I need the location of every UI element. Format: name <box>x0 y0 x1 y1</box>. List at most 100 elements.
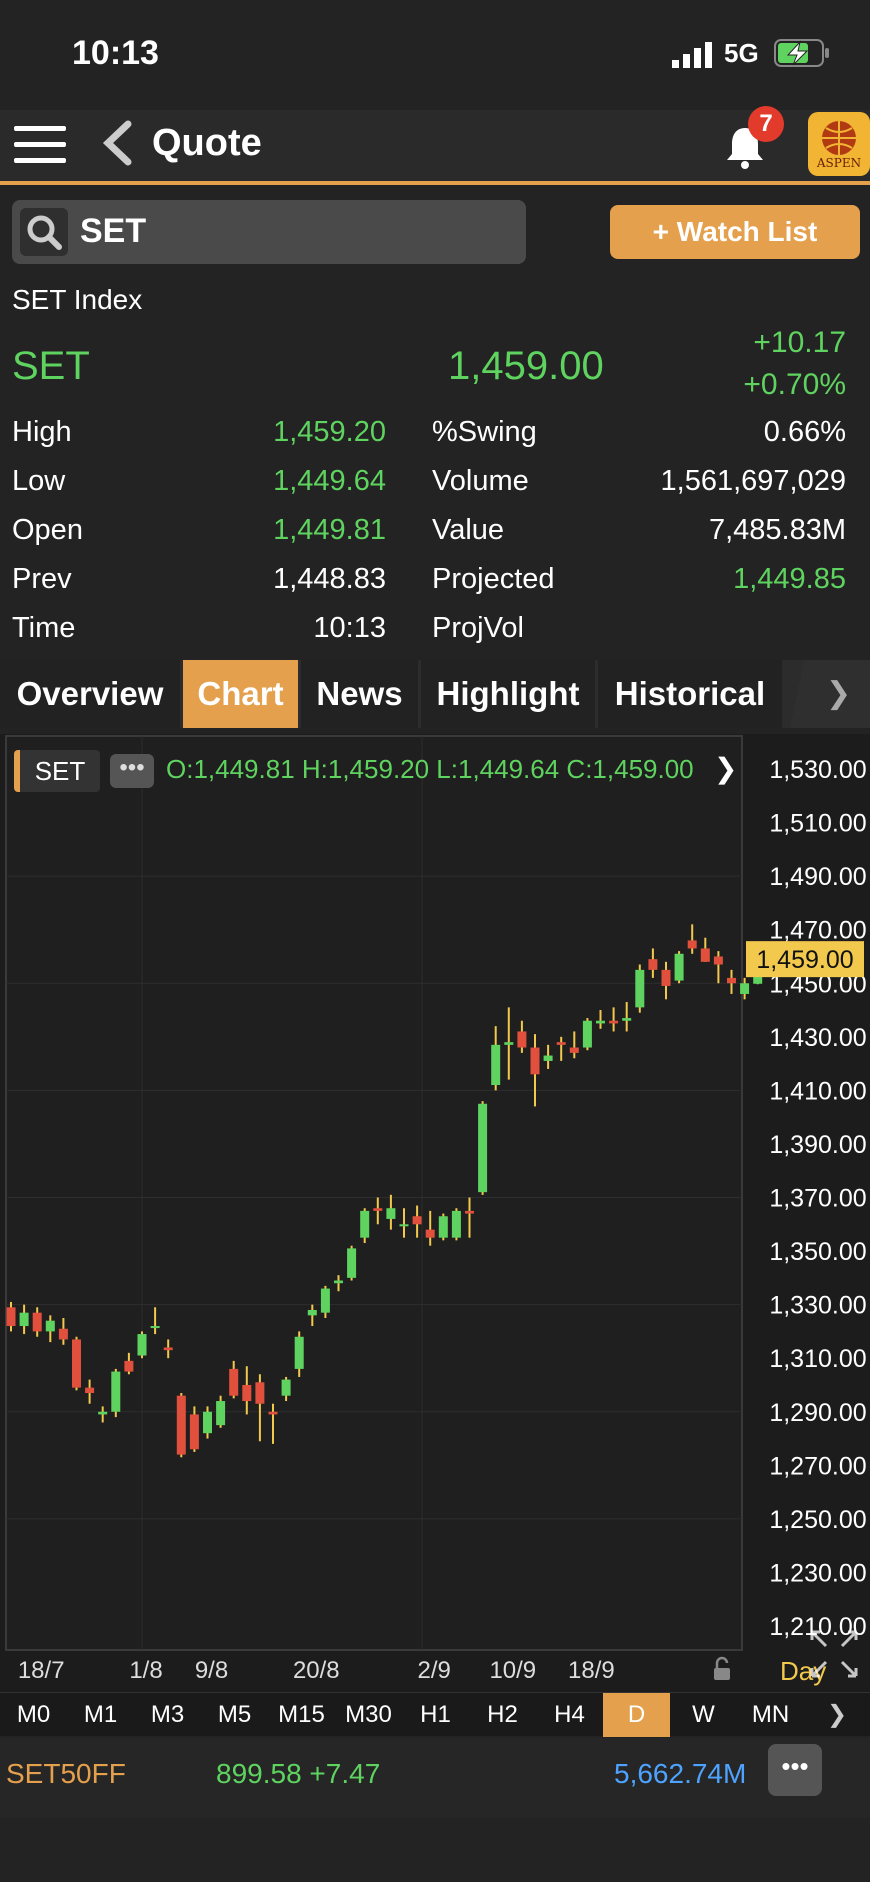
price-chart[interactable]: 1,530.00 1,510.00 1,490.00 1,470.00 1,450.00… <box>0 734 870 1692</box>
ohlc-readout: O:1,449.81 H:1,459.20 L:1,449.64 C:1,459… <box>166 754 694 784</box>
stat-label: Projected <box>432 563 555 595</box>
tabs-scroll-right-button[interactable]: ❯ <box>790 660 870 728</box>
back-chevron-icon[interactable] <box>100 120 136 166</box>
candlestick-chart[interactable]: 1,530.001,510.001,490.001,470.001,450.00… <box>0 734 870 1692</box>
add-watch-list-button[interactable]: + Watch List <box>610 205 860 259</box>
candle-body <box>32 1312 42 1332</box>
candle-body <box>294 1336 304 1369</box>
y-tick-label: 1,430.00 <box>769 1024 866 1052</box>
timeframe-mn[interactable]: MN <box>751 1701 790 1728</box>
candle-body <box>412 1216 422 1225</box>
stat-label: %Swing <box>432 416 537 448</box>
price-change-percent: +0.70% <box>743 368 846 401</box>
stat-label: Low <box>12 465 66 497</box>
y-tick-label: 1,250.00 <box>769 1506 866 1534</box>
tab-chart[interactable]: Chart <box>183 660 298 728</box>
logo-text: ASPEN <box>816 156 862 170</box>
candle-body <box>609 1020 619 1024</box>
tab-highlight[interactable]: Highlight <box>421 660 595 728</box>
candle-body <box>229 1368 239 1396</box>
aspen-logo[interactable]: ASPEN <box>808 112 870 176</box>
tab-news[interactable]: News <box>301 660 418 728</box>
last-price: 1,459.00 <box>448 344 604 388</box>
timeframe-w[interactable]: W <box>692 1701 715 1728</box>
stat-value: 1,449.64 <box>273 465 386 497</box>
timeframe-m5[interactable]: M5 <box>217 1701 252 1728</box>
timeframe-d[interactable]: D <box>603 1693 670 1737</box>
candle-body <box>19 1312 29 1327</box>
timeframe-m3[interactable]: M3 <box>150 1701 185 1728</box>
y-tick-label: 1,270.00 <box>769 1452 866 1480</box>
stat-label: Value <box>432 514 505 546</box>
lock-icon <box>714 1668 730 1680</box>
tab-overview[interactable]: Overview <box>0 660 180 728</box>
y-tick-label: 1,330.00 <box>769 1292 866 1320</box>
stat-value: 1,448.83 <box>273 563 386 595</box>
candle-body <box>438 1216 448 1238</box>
search-icon[interactable] <box>20 208 68 256</box>
symbol-search-field[interactable]: SET <box>12 200 526 264</box>
bottom-ticker[interactable]: SET50FF 899.58 +7.47 5,662.74M ••• <box>0 1738 870 1818</box>
candle-body <box>700 948 710 962</box>
timeframe-scroll-right-icon[interactable]: ❯ <box>826 1701 848 1728</box>
candle-body <box>727 977 736 984</box>
lock-shackle-icon <box>715 1656 729 1668</box>
fullscreen-icon[interactable] <box>810 1630 858 1678</box>
ticker-symbol[interactable]: SET50FF <box>6 1758 126 1789</box>
signal-icon <box>672 42 712 68</box>
last-price-tag <box>746 941 864 978</box>
candle-body <box>713 956 723 965</box>
timeframe-h1[interactable]: H1 <box>420 1701 451 1728</box>
ticker-price: 899.58 +7.47 <box>216 1758 381 1789</box>
ticker-more-button[interactable]: ••• <box>768 1744 822 1796</box>
candle-body <box>478 1103 488 1193</box>
candle-body <box>504 1042 514 1045</box>
candle-body <box>517 1031 527 1048</box>
candle-body <box>425 1229 435 1238</box>
candle-body <box>98 1411 108 1415</box>
page-title: Quote <box>152 122 262 164</box>
chart-symbol-chip[interactable]: SET <box>14 750 100 792</box>
timeframe-m15[interactable]: M15 <box>278 1701 325 1728</box>
period-label: Day <box>780 1656 826 1686</box>
y-tick-label: 1,470.00 <box>769 917 866 945</box>
candle-body <box>58 1328 68 1340</box>
stat-label: Volume <box>432 465 529 497</box>
candle-body <box>386 1208 396 1219</box>
candle-body <box>72 1339 81 1388</box>
x-tick-label: 9/8 <box>195 1657 228 1684</box>
timeframe-h4[interactable]: H4 <box>554 1701 585 1728</box>
ohlc-expand-chevron-icon[interactable]: ❯ <box>714 753 738 784</box>
stat-value: 1,561,697,029 <box>660 465 846 497</box>
candle-body <box>674 953 684 981</box>
candle-body <box>6 1307 16 1327</box>
candle-body <box>661 969 671 986</box>
candle-body <box>163 1347 173 1351</box>
x-tick-label: 2/9 <box>418 1657 451 1684</box>
timeframe-m0[interactable]: M0 <box>16 1701 51 1728</box>
last-price-label: 1,459.00 <box>756 946 853 974</box>
candle-body <box>740 983 750 994</box>
app-header: Quote 7 ASPEN <box>0 106 870 185</box>
candle-body <box>596 1020 605 1024</box>
y-tick-label: 1,370.00 <box>769 1185 866 1213</box>
price-change: +10.17 <box>753 326 846 359</box>
timeframe-m30[interactable]: M30 <box>345 1701 392 1728</box>
chart-more-icon[interactable]: ••• <box>110 754 154 788</box>
candle-body <box>622 1018 632 1021</box>
search-input-value[interactable]: SET <box>80 212 147 250</box>
timeframe-h2[interactable]: H2 <box>487 1701 518 1728</box>
candle-body <box>373 1208 383 1211</box>
tab-historical[interactable]: Historical <box>598 660 782 728</box>
candle-body <box>45 1320 55 1332</box>
candle-body <box>216 1401 226 1426</box>
timeframe-m1[interactable]: M1 <box>83 1701 118 1728</box>
network-type: 5G <box>724 38 759 68</box>
candle-body <box>189 1414 199 1450</box>
stat-value: 0.66% <box>763 416 846 448</box>
hamburger-menu-icon[interactable] <box>14 124 66 166</box>
x-tick-label: 1/8 <box>129 1657 162 1684</box>
candle-body <box>255 1382 265 1404</box>
y-tick-label: 1,350.00 <box>769 1238 866 1266</box>
status-bar: 10:13 5G <box>0 0 870 110</box>
